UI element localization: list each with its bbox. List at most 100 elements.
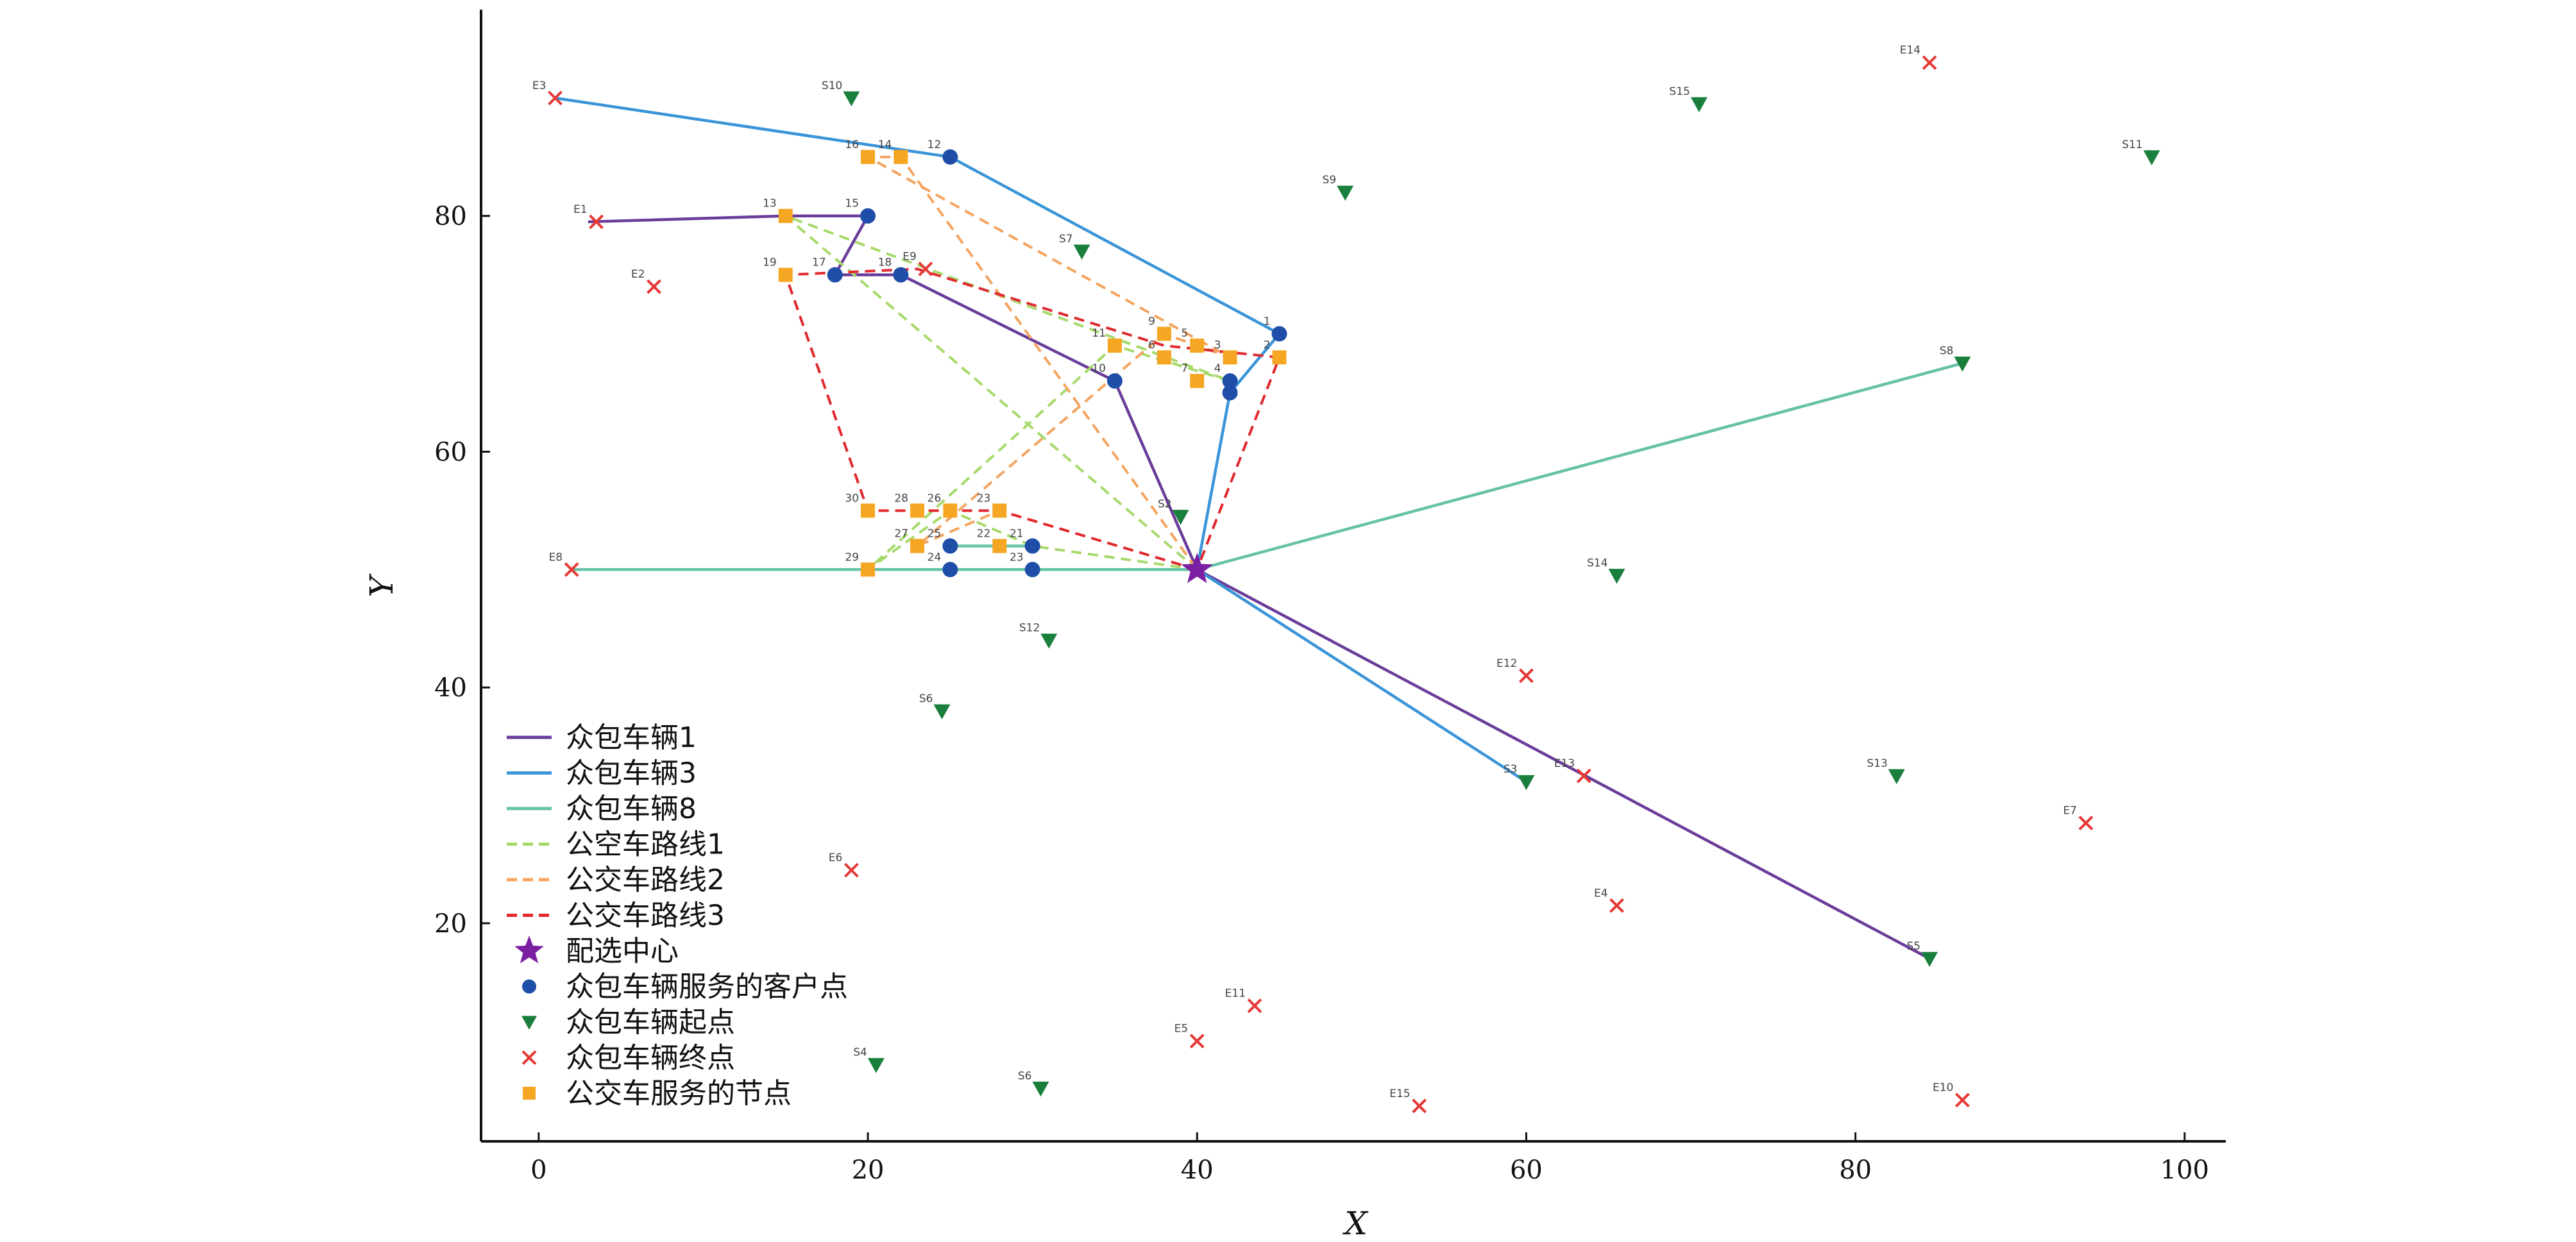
end-point-12: [1189, 1034, 1205, 1049]
start-point-9: [933, 704, 951, 719]
end-point-11: [1247, 998, 1262, 1013]
route-vehicle8-4: [1196, 362, 1963, 571]
bus-node-7-label: 5: [1181, 327, 1188, 340]
start-point-3: [1337, 185, 1354, 201]
customer-point-7: [893, 267, 909, 283]
customer-point-10-label: 24: [928, 551, 942, 564]
end-point-0: [548, 90, 563, 106]
x-axis-label: X: [1342, 1205, 1369, 1242]
bus-node-4-label: 11: [1092, 327, 1106, 340]
bus-node-16-label: 22: [977, 528, 991, 541]
x-tick-label: 60: [1510, 1155, 1543, 1185]
bus-node-17-label: 29: [845, 551, 859, 564]
start-point-5: [1954, 357, 1971, 372]
bus-node-5-label: 9: [1148, 315, 1155, 328]
end-point-7-label: E13: [1554, 757, 1575, 770]
start-point-0: [843, 91, 860, 106]
end-point-9-b: [843, 862, 859, 878]
legend-item-6-swatch: [514, 936, 544, 964]
legend-item-8-swatch: [521, 1016, 537, 1030]
legend-item-6-label: 配选中心: [566, 935, 679, 968]
start-point-6: [1172, 510, 1189, 525]
start-point-11: [1888, 769, 1905, 785]
end-point-6-label: E12: [1496, 657, 1517, 670]
end-point-13: [1412, 1098, 1427, 1114]
end-point-5-b: [564, 562, 579, 577]
bus-node-9: [1272, 350, 1287, 365]
start-point-2: [2143, 150, 2160, 165]
start-point-9-label: S6: [919, 692, 933, 705]
start-point-0-label: S10: [822, 80, 842, 92]
route-lines: [555, 96, 1963, 961]
bus-node-14-label: 23: [977, 492, 991, 505]
customer-point-5-label: 15: [845, 197, 859, 210]
start-point-5-label: S8: [1940, 345, 1954, 358]
start-point-1: [1690, 97, 1707, 113]
y-tick-label: 80: [434, 202, 467, 231]
legend-item-0: 众包车辆1: [507, 721, 697, 754]
bus-node-1: [894, 149, 908, 164]
end-point-0-label: E3: [532, 80, 547, 92]
start-point-8: [1040, 634, 1058, 649]
bus-node-15: [910, 539, 924, 553]
end-point-14: [1955, 1093, 1970, 1108]
end-point-3: [647, 279, 661, 294]
x-tick-label: 40: [1181, 1155, 1214, 1185]
customer-point-2: [1222, 385, 1238, 401]
bus-node-11: [861, 503, 876, 518]
legend-item-10-label: 公交车服务的节点: [566, 1077, 792, 1110]
bus-node-13: [943, 503, 958, 518]
end-point-11-b: [1247, 998, 1262, 1013]
end-point-14-b: [1955, 1093, 1970, 1108]
bus-node-3: [778, 267, 793, 282]
customer-point-3-label: 10: [1092, 362, 1106, 375]
bus-node-8: [1223, 350, 1237, 365]
legend-item-8-label: 众包车辆起点: [566, 1006, 735, 1039]
customer-point-4-label: 12: [928, 138, 942, 151]
end-point-9: [843, 862, 859, 878]
legend-item-7-swatch: [522, 979, 536, 994]
end-point-4: [918, 262, 933, 276]
legend-item-6: 配选中心: [514, 935, 679, 968]
route-vehicle1-1: [1196, 568, 1931, 961]
end-point-6-b: [1519, 668, 1534, 684]
start-point-10: [1518, 775, 1535, 791]
start-point-4: [1073, 244, 1090, 260]
start-point-10-label: S3: [1504, 763, 1518, 776]
route-vehicle1-0: [588, 214, 1199, 571]
end-point-10-b: [1609, 898, 1624, 913]
customer-point-11-label: 23: [1010, 551, 1024, 564]
end-point-12-label: E5: [1174, 1023, 1189, 1036]
bus-node-16: [992, 539, 1007, 553]
customer-point-0: [1271, 326, 1287, 342]
legend-item-5: 公交车路线3: [507, 900, 725, 932]
end-point-1-label: E14: [1900, 44, 1920, 57]
bus-node-9-label: 2: [1264, 339, 1271, 351]
bus-node-2: [778, 208, 793, 223]
legend-item-9-swatch: [521, 1050, 537, 1065]
start-point-1-label: S15: [1669, 85, 1690, 98]
customer-point-0-label: 1: [1264, 315, 1271, 328]
start-point-12: [1921, 952, 1938, 968]
x-tick-label: 80: [1839, 1155, 1872, 1185]
bus-node-2-label: 13: [763, 197, 777, 210]
start-point-6-label: S2: [1158, 498, 1172, 511]
end-point-10: [1609, 898, 1624, 913]
bus-node-15-label: 27: [894, 528, 908, 541]
x-tick-label: 100: [2160, 1155, 2209, 1185]
bus-node-11-label: 30: [845, 492, 859, 505]
end-point-13-b: [1412, 1098, 1427, 1114]
bus-node-10-label: 7: [1181, 362, 1188, 375]
bus-node-7: [1190, 338, 1205, 353]
bus-node-8-label: 3: [1214, 339, 1221, 351]
end-point-10-label: E4: [1594, 887, 1608, 900]
bus-node-14: [992, 503, 1007, 518]
legend-item-7-label: 众包车辆服务的客户点: [566, 971, 848, 1003]
legend-item-9-label: 众包车辆终点: [566, 1042, 735, 1075]
bus-node-5: [1157, 326, 1171, 341]
customer-point-8: [942, 538, 958, 554]
legend-item-2-label: 众包车辆8: [566, 793, 697, 825]
